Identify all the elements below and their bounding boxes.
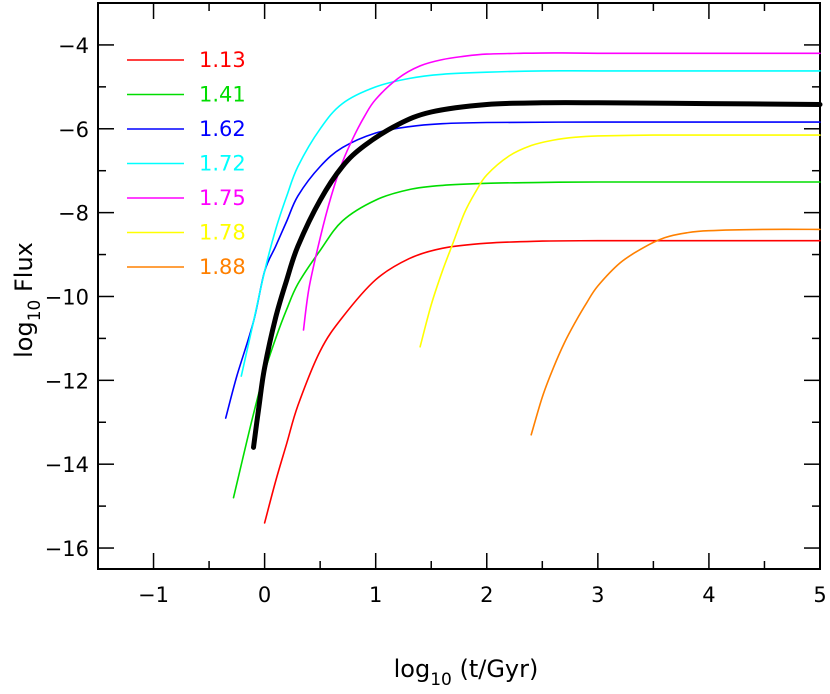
x-tick-label: 1 — [369, 583, 382, 607]
series-line-1.13 — [263, 239, 821, 524]
legend: 1.13 1.41 1.62 1.72 1.75 1.78 1.88 — [127, 48, 246, 279]
legend-label: 1.75 — [199, 186, 246, 210]
y-axis-label: log10 Flux — [10, 242, 45, 358]
y-tick-label: −12 — [45, 369, 89, 393]
y-tick-label: −6 — [58, 118, 89, 142]
y-tick-label: −4 — [58, 34, 89, 58]
series-lines — [224, 52, 823, 524]
y-tick-label: −8 — [58, 202, 89, 226]
x-tick-label: 0 — [258, 583, 271, 607]
x-tick-label: 4 — [702, 583, 715, 607]
legend-label: 1.72 — [199, 152, 246, 176]
x-tick-label: 2 — [480, 583, 493, 607]
series-line-1.72 — [240, 70, 821, 377]
y-tick-label: −10 — [45, 285, 89, 309]
x-tick-label: 5 — [813, 583, 826, 607]
plot-frame — [97, 2, 821, 570]
legend-label: 1.41 — [199, 83, 246, 107]
series-line-1.75 — [302, 52, 821, 331]
legend-label: 1.88 — [199, 255, 246, 279]
series-line-1.62 — [224, 121, 821, 419]
legend-label: 1.78 — [199, 221, 246, 245]
x-tick-label: 3 — [591, 583, 604, 607]
series-line-black — [251, 100, 823, 450]
legend-label: 1.62 — [199, 117, 246, 141]
y-tick-label: −16 — [45, 537, 89, 561]
series-line-1.88 — [530, 228, 821, 436]
legend-label: 1.13 — [199, 48, 246, 72]
x-tick-label: −1 — [138, 583, 169, 607]
axis-ticks: −1 0 1 2 3 4 5−16−14−12−10−8−6−4 — [45, 2, 827, 607]
y-tick-label: −14 — [45, 453, 89, 477]
x-axis-label: log10 (t/Gyr) — [394, 655, 539, 690]
series-line-1.78 — [419, 134, 821, 348]
